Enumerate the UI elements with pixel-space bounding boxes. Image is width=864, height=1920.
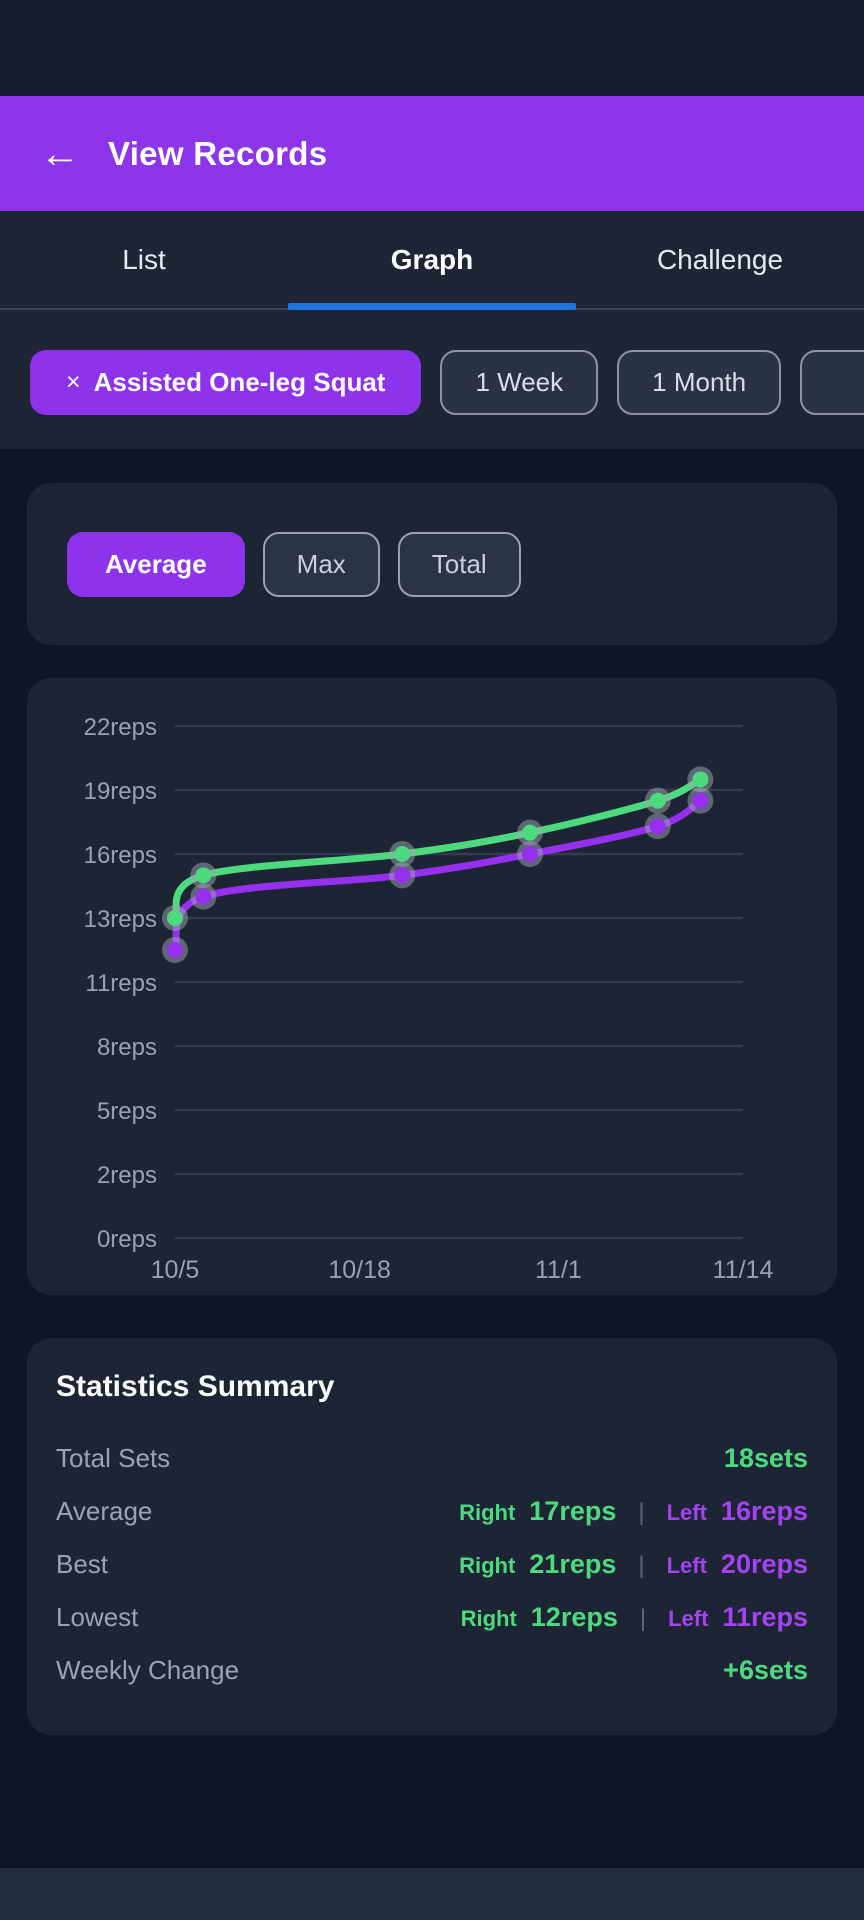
data-point-left[interactable] xyxy=(692,792,709,809)
metric-button-average[interactable]: Average xyxy=(67,531,245,597)
active-tab-indicator xyxy=(288,303,576,310)
metric-button-total[interactable]: Total xyxy=(397,531,521,597)
data-point-left[interactable] xyxy=(195,888,212,905)
statistics-card: Statistics Summary Total Sets 18sets Avera… xyxy=(27,1338,837,1735)
series-line-right xyxy=(171,775,704,922)
period-chip-label: 1 Month xyxy=(652,367,747,397)
page-title: View Records xyxy=(108,134,328,172)
series-line-left xyxy=(171,797,704,954)
y-axis-tick-label: 2reps xyxy=(97,1162,157,1189)
stat-label: Lowest xyxy=(56,1602,139,1632)
data-point-left[interactable] xyxy=(649,818,666,835)
stat-value-left: 11reps xyxy=(722,1602,808,1632)
data-point-left[interactable] xyxy=(394,867,411,884)
value-separator: | xyxy=(639,1605,647,1632)
y-axis-tick-label: 0reps xyxy=(97,1226,157,1253)
data-point-right[interactable] xyxy=(167,910,183,926)
stat-row: Lowest Right 12reps | Left 11reps xyxy=(56,1591,808,1644)
y-axis-tick-label: 11reps xyxy=(85,970,157,997)
stat-pair-values: Right 21reps | Left 20reps xyxy=(459,1549,808,1580)
right-side-label: Right xyxy=(460,1606,517,1631)
stat-label: Average xyxy=(56,1496,153,1526)
y-axis-tick-label: 22reps xyxy=(84,714,157,741)
tab-graph[interactable]: Graph xyxy=(288,211,576,310)
bottom-nav-area xyxy=(0,1868,864,1920)
x-axis-tick-label: 11/1 xyxy=(535,1256,582,1284)
data-point-right[interactable] xyxy=(649,792,666,809)
period-chip-partial[interactable] xyxy=(800,350,864,415)
y-axis-tick-label: 19reps xyxy=(84,778,157,805)
chart-card: 22reps 19reps 16reps 13reps 11reps 8reps 5reps… xyxy=(27,678,837,1295)
y-axis-tick-label: 5reps xyxy=(97,1098,157,1125)
right-side-label: Right xyxy=(459,1500,516,1525)
stat-value: 18sets xyxy=(723,1443,808,1473)
data-point-right[interactable] xyxy=(692,771,709,788)
y-axis-tick-label: 16reps xyxy=(84,842,157,869)
stat-value-right: 12reps xyxy=(530,1602,618,1632)
left-side-label: Left xyxy=(666,1553,707,1578)
exercise-filter-chip[interactable]: × Assisted One-leg Squat xyxy=(30,350,422,415)
data-point-right[interactable] xyxy=(522,824,538,841)
tab-label: Graph xyxy=(390,243,474,275)
right-side-label: Right xyxy=(459,1553,516,1578)
stat-label: Best xyxy=(56,1549,109,1579)
left-side-label: Left xyxy=(668,1606,709,1631)
metric-button-max[interactable]: Max xyxy=(262,531,380,597)
left-side-label: Left xyxy=(666,1500,707,1525)
app-header: ← View Records xyxy=(0,96,864,211)
remove-filter-icon[interactable]: × xyxy=(66,368,81,396)
data-point-right[interactable] xyxy=(195,867,212,884)
tab-bar: List Graph Challenge xyxy=(0,211,864,310)
statistics-rows: Total Sets 18sets Average Right 17reps | Left 1… xyxy=(56,1432,808,1697)
y-axis-tick-label: 13reps xyxy=(84,906,157,933)
stat-row: Average Right 17reps | Left 16reps xyxy=(56,1485,808,1538)
tab-list[interactable]: List xyxy=(0,211,288,308)
stat-row: Best Right 21reps | Left 20reps xyxy=(56,1538,808,1591)
data-point-left[interactable] xyxy=(522,846,538,862)
period-chip-1-week[interactable]: 1 Week xyxy=(440,350,599,415)
x-axis-tick-label: 10/18 xyxy=(328,1256,391,1284)
stat-pair-values: Right 17reps | Left 16reps xyxy=(459,1496,808,1527)
stat-value-left: 20reps xyxy=(720,1549,808,1579)
statistics-title: Statistics Summary xyxy=(56,1370,335,1403)
stat-label: Total Sets xyxy=(56,1443,171,1473)
reps-trend-chart[interactable]: 22reps 19reps 16reps 13reps 11reps 8reps 5reps… xyxy=(27,678,837,1295)
stat-label: Weekly Change xyxy=(56,1655,240,1685)
stat-value: +6sets xyxy=(723,1655,808,1685)
period-chip-label: 1 Week xyxy=(475,367,564,397)
stat-value-right: 17reps xyxy=(529,1496,617,1526)
tab-label: List xyxy=(122,243,166,275)
content-area: Average Max Total 22reps 19reps 16reps 13reps… xyxy=(0,449,864,1735)
exercise-chip-label: Assisted One-leg Squat xyxy=(93,367,386,397)
stat-pair-values: Right 12reps | Left 11reps xyxy=(461,1602,808,1633)
period-chip-1-month[interactable]: 1 Month xyxy=(617,350,782,415)
tab-label: Challenge xyxy=(656,243,784,275)
tab-challenge[interactable]: Challenge xyxy=(576,211,864,308)
stat-value-right: 21reps xyxy=(529,1549,617,1579)
metric-toggle-card: Average Max Total xyxy=(27,483,837,645)
stat-row: Weekly Change +6sets xyxy=(56,1644,808,1697)
value-separator: | xyxy=(638,1499,645,1526)
status-bar-area xyxy=(0,0,864,96)
stat-value-left: 16reps xyxy=(720,1496,808,1526)
data-point-right[interactable] xyxy=(394,846,411,862)
x-axis-tick-label: 10/5 xyxy=(151,1256,200,1284)
stat-row: Total Sets 18sets xyxy=(56,1432,808,1485)
back-arrow-icon[interactable]: ← xyxy=(40,131,80,176)
value-separator: | xyxy=(638,1552,645,1579)
x-axis-tick-label: 11/14 xyxy=(713,1256,774,1284)
y-axis-tick-label: 8reps xyxy=(97,1034,157,1061)
data-point-left[interactable] xyxy=(167,942,183,958)
filter-chips-row[interactable]: × Assisted One-leg Squat 1 Week 1 Month xyxy=(0,310,864,449)
